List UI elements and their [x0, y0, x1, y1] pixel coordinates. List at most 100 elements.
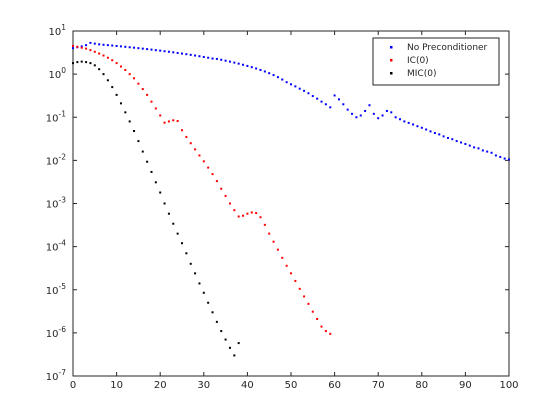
- data-point: [233, 209, 236, 212]
- x-tick-label: 40: [241, 380, 254, 391]
- data-point: [250, 66, 253, 69]
- data-point: [72, 62, 74, 65]
- data-point: [425, 128, 428, 131]
- data-point: [220, 187, 223, 190]
- y-tick-base: 10: [46, 372, 59, 383]
- data-point: [324, 103, 327, 106]
- y-tick-base: 10: [48, 70, 61, 81]
- data-point: [150, 170, 153, 173]
- y-tick-label: 101: [48, 23, 66, 38]
- data-point: [98, 68, 101, 71]
- data-point: [98, 43, 101, 46]
- data-point: [438, 133, 441, 136]
- data-point: [329, 106, 332, 109]
- data-point: [198, 55, 201, 58]
- data-point: [420, 126, 423, 129]
- data-point: [307, 92, 310, 95]
- data-point: [237, 342, 240, 345]
- data-point: [98, 52, 101, 55]
- data-point: [80, 60, 83, 63]
- y-tick-label: 10-2: [46, 152, 66, 167]
- data-point: [102, 73, 105, 76]
- data-point: [93, 42, 96, 45]
- data-point: [294, 85, 297, 88]
- data-point: [224, 59, 227, 62]
- data-point: [172, 119, 175, 122]
- data-point: [76, 61, 79, 64]
- data-point: [298, 287, 301, 290]
- data-point: [141, 88, 144, 91]
- data-point: [85, 47, 88, 50]
- data-point: [207, 301, 210, 304]
- data-point: [189, 262, 192, 265]
- x-tick-label: 0: [70, 380, 76, 391]
- data-point: [368, 104, 371, 107]
- data-point: [72, 47, 74, 50]
- data-point: [167, 120, 170, 123]
- data-point: [228, 346, 231, 349]
- data-point: [124, 45, 127, 48]
- data-point: [181, 242, 183, 245]
- data-point: [499, 155, 502, 158]
- data-point: [207, 166, 210, 169]
- data-point: [137, 47, 140, 50]
- data-point: [72, 44, 74, 47]
- data-point: [285, 264, 288, 267]
- data-point: [394, 116, 397, 119]
- data-point: [460, 141, 463, 144]
- data-point: [385, 109, 388, 112]
- data-point: [154, 181, 157, 184]
- data-point: [215, 57, 218, 60]
- data-point: [486, 150, 489, 153]
- data-point: [194, 148, 197, 151]
- data-point: [137, 140, 140, 143]
- x-tick-label: 10: [110, 380, 123, 391]
- data-point: [355, 116, 358, 119]
- x-tick-label: 70: [372, 380, 385, 391]
- data-point: [242, 214, 245, 217]
- y-tick-exponent: -6: [59, 325, 67, 334]
- data-point: [128, 46, 131, 49]
- data-point: [185, 53, 188, 56]
- data-point: [381, 114, 384, 117]
- data-point: [115, 62, 118, 65]
- data-point: [324, 330, 327, 333]
- x-tick-label: 100: [499, 380, 518, 391]
- data-point: [399, 118, 401, 121]
- data-point: [176, 51, 179, 54]
- data-point: [141, 47, 144, 50]
- data-point: [333, 94, 336, 97]
- data-point: [272, 74, 275, 77]
- data-point: [133, 129, 136, 132]
- y-tick-base: 10: [46, 286, 59, 297]
- data-point: [268, 232, 271, 235]
- data-point: [390, 111, 393, 114]
- series-1: [72, 44, 332, 335]
- data-point: [503, 157, 506, 160]
- data-point: [377, 117, 380, 120]
- x-tick-label: 30: [197, 380, 210, 391]
- data-point: [189, 53, 192, 56]
- data-point: [307, 302, 310, 305]
- data-point: [80, 46, 83, 49]
- data-point: [446, 137, 449, 140]
- legend-marker: [390, 59, 393, 62]
- y-tick-exponent: -2: [59, 152, 67, 161]
- data-point: [250, 211, 253, 214]
- data-point: [106, 56, 109, 59]
- data-point: [220, 58, 223, 61]
- data-point: [233, 61, 236, 64]
- y-tick-base: 10: [46, 113, 59, 124]
- y-tick-base: 10: [46, 156, 59, 167]
- y-tick-label: 10-7: [46, 368, 66, 383]
- data-point: [473, 146, 476, 149]
- data-point: [412, 123, 415, 126]
- data-point: [89, 49, 92, 52]
- legend: No Preconditioner IC(0) MIC(0): [372, 37, 500, 86]
- data-point: [263, 223, 266, 226]
- data-point: [102, 54, 105, 57]
- y-tick-exponent: -1: [59, 109, 67, 118]
- data-point: [242, 63, 245, 66]
